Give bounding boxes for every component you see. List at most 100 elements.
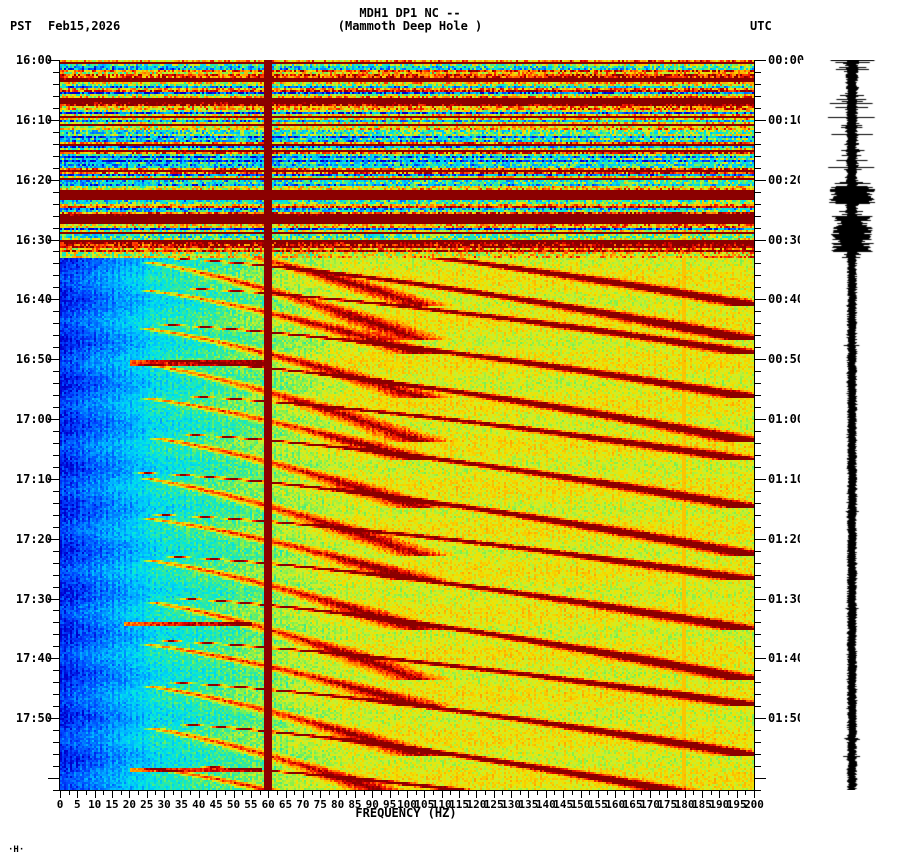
x-axis-label: FREQUENCY (HZ)	[0, 806, 902, 820]
y-tick-right	[754, 515, 761, 516]
y-axis-left-label: 17:20	[15, 531, 52, 546]
y-tick-left	[53, 383, 60, 384]
x-axis-tick-label: 110	[431, 798, 452, 811]
x-tick-minor	[69, 791, 70, 795]
title-line-2: (Mammoth Deep Hole )	[337, 19, 483, 33]
y-tick-left	[53, 790, 60, 791]
y-tick-left	[53, 646, 60, 647]
y-tick-right	[754, 263, 761, 264]
y-tick-right	[754, 610, 761, 611]
y-tick-right	[754, 479, 766, 480]
y-tick-left	[53, 168, 60, 169]
x-tick-minor	[624, 791, 625, 795]
x-tick	[650, 791, 651, 798]
y-tick-right	[754, 718, 766, 719]
x-tick-minor	[676, 791, 677, 795]
y-tick-left	[53, 575, 60, 576]
spectrogram-plot[interactable]	[60, 60, 754, 790]
y-tick-left	[53, 491, 60, 492]
x-tick	[147, 791, 148, 798]
y-axis-right-label: 01:30	[768, 591, 805, 606]
x-tick-minor	[520, 791, 521, 795]
x-tick-minor	[381, 791, 382, 795]
y-tick-left	[53, 682, 60, 683]
x-tick-minor	[277, 791, 278, 795]
x-tick-minor	[103, 791, 104, 795]
y-tick-left	[48, 120, 60, 121]
y-tick-right	[754, 240, 766, 241]
y-tick-right	[754, 778, 766, 779]
y-axis-left-label: 16:20	[15, 172, 52, 187]
x-tick	[511, 791, 512, 798]
x-tick-minor	[121, 791, 122, 795]
x-tick-minor	[364, 791, 365, 795]
y-axis-left-label: 17:30	[15, 591, 52, 606]
x-tick-minor	[433, 791, 434, 795]
x-tick	[667, 791, 668, 798]
y-tick-left	[53, 72, 60, 73]
y-tick-right	[754, 251, 761, 252]
x-tick-minor	[572, 791, 573, 795]
x-tick-minor	[416, 791, 417, 795]
y-tick-right	[754, 323, 761, 324]
x-axis-tick-label: 70	[296, 798, 310, 811]
y-tick-left	[53, 527, 60, 528]
y-tick-right	[754, 84, 761, 85]
date-label: Feb15,2026	[48, 19, 121, 33]
y-axis-left-label: 16:40	[15, 292, 52, 307]
y-tick-left	[53, 395, 60, 396]
x-tick-minor	[329, 791, 330, 795]
y-axis-right-line	[754, 60, 755, 790]
x-tick	[112, 791, 113, 798]
x-axis-tick-label: 145	[553, 798, 574, 811]
y-tick-right	[754, 311, 761, 312]
y-tick-right	[754, 706, 761, 707]
x-tick-minor	[138, 791, 139, 795]
x-tick-minor	[155, 791, 156, 795]
x-tick-minor	[294, 791, 295, 795]
y-tick-right	[754, 455, 761, 456]
spectrogram-canvas[interactable]	[60, 60, 754, 790]
y-tick-right	[754, 96, 761, 97]
y-tick-right	[754, 503, 761, 504]
y-tick-right	[754, 539, 766, 540]
x-axis-tick-label: 135	[518, 798, 539, 811]
y-tick-left	[53, 610, 60, 611]
y-axis-left-label: 16:30	[15, 232, 52, 247]
x-tick	[737, 791, 738, 798]
y-tick-left	[53, 551, 60, 552]
x-axis-tick-label: 180	[674, 798, 695, 811]
corner-mark: ·H·	[8, 845, 25, 855]
x-tick	[77, 791, 78, 798]
x-axis-tick-label: 130	[501, 798, 522, 811]
y-tick-right	[754, 527, 761, 528]
x-tick	[286, 791, 287, 798]
y-tick-left	[53, 455, 60, 456]
x-axis-tick-label: 45	[209, 798, 223, 811]
x-tick-minor	[537, 791, 538, 795]
x-tick-minor	[468, 791, 469, 795]
y-tick-left	[53, 694, 60, 695]
x-axis-tick-label: 100	[397, 798, 417, 811]
y-tick-right	[754, 156, 761, 157]
x-axis-tick-label: 195	[726, 798, 747, 811]
y-tick-left	[53, 335, 60, 336]
x-tick-minor	[589, 791, 590, 795]
y-tick-right	[754, 108, 761, 109]
y-tick-right	[754, 335, 761, 336]
y-axis-right-label: 00:50	[768, 352, 805, 367]
y-tick-right	[754, 216, 761, 217]
x-tick	[442, 791, 443, 798]
y-tick-left	[48, 778, 60, 779]
y-tick-left	[53, 347, 60, 348]
x-tick-minor	[242, 791, 243, 795]
x-tick	[338, 791, 339, 798]
title-line-1: MDH1 DP1 NC --	[359, 6, 461, 20]
x-axis-tick-label: 200	[744, 798, 764, 811]
y-tick-left	[53, 204, 60, 205]
x-tick	[424, 791, 425, 798]
x-tick	[546, 791, 547, 798]
y-tick-right	[754, 587, 761, 588]
x-axis-tick-label: 175	[657, 798, 678, 811]
x-tick	[528, 791, 529, 798]
